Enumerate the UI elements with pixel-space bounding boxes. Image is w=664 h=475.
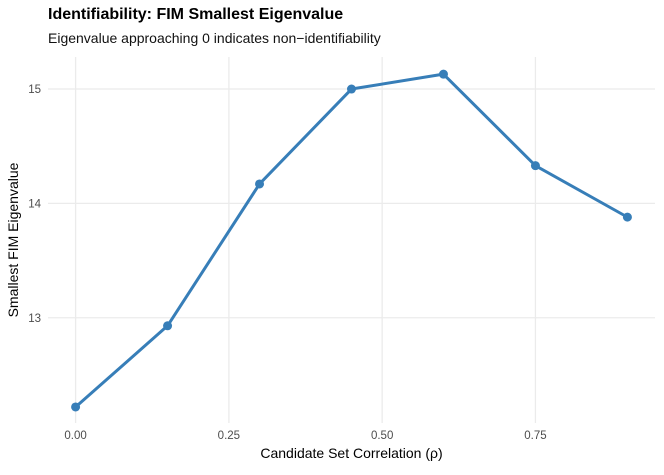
y-tick-label: 15 <box>28 84 41 96</box>
data-point <box>347 84 356 94</box>
data-point <box>255 179 265 189</box>
data-point <box>622 212 632 222</box>
x-tick-label: 0.75 <box>524 430 546 442</box>
x-tick-label: 0.25 <box>218 430 240 442</box>
y-tick-label: 14 <box>28 198 41 210</box>
plot-title: Identifiability: FIM Smallest Eigenvalue <box>48 6 344 23</box>
line-series <box>74 72 629 409</box>
data-point <box>71 402 81 412</box>
y-tick-label: 13 <box>28 313 41 325</box>
x-tick-label: 0.00 <box>64 430 86 442</box>
x-axis-title: Candidate Set Correlation (ρ) <box>260 445 442 461</box>
x-tick-label: 0.50 <box>371 430 393 442</box>
data-point <box>438 69 448 79</box>
data-point <box>163 321 173 331</box>
plot-subtitle: Eigenvalue approaching 0 indicates non−i… <box>48 30 381 46</box>
y-axis-title: Smallest FIM Eigenvalue <box>5 162 21 317</box>
data-point <box>530 161 540 171</box>
